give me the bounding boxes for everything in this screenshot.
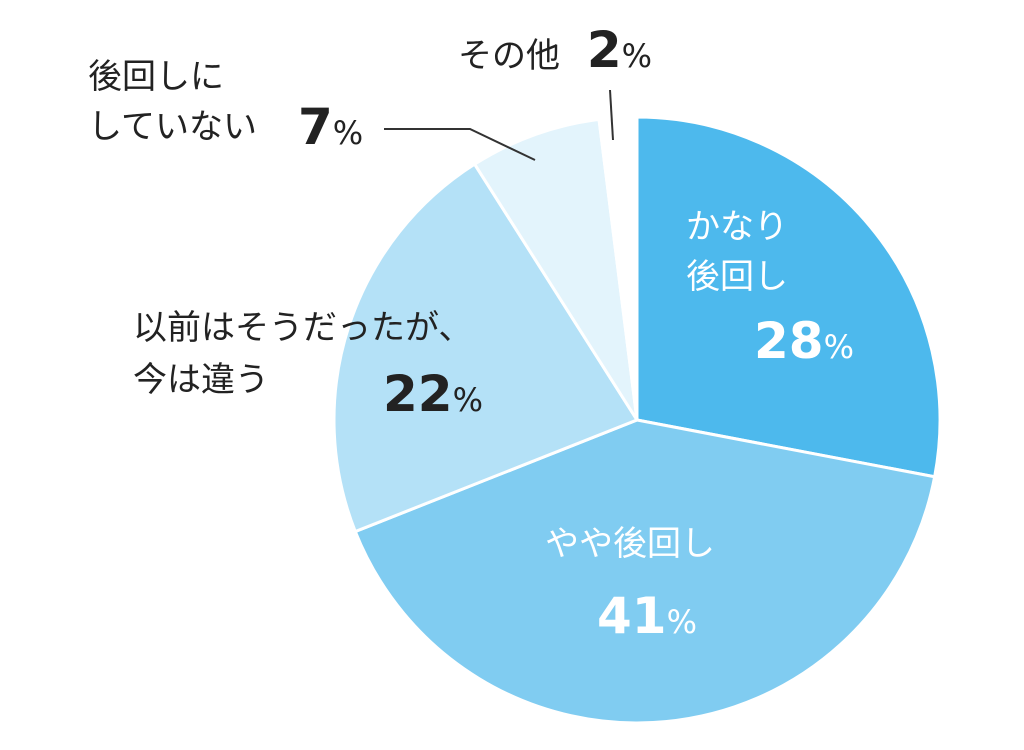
value-label: 41 [597, 587, 667, 645]
label-line: 後回し [686, 257, 788, 297]
leader-line-7 [384, 128, 536, 161]
slice-label-izen: 以前はそうだったが、 今は違う [133, 306, 472, 402]
slice-label-yaya: やや後回し 41% [545, 522, 715, 644]
unit-label: % [666, 603, 697, 641]
pie-slice-0 [635, 115, 942, 479]
label-line: その他 [458, 36, 560, 76]
value-label: 2 [586, 21, 622, 79]
leader-line-2 [609, 89, 614, 141]
unit-label: % [823, 328, 854, 366]
label-line: 今は違う [133, 360, 269, 400]
label-line: やや後回し [545, 524, 715, 564]
value-label-atomawashi-nai: 7% [298, 102, 364, 155]
unit-label: % [621, 37, 653, 75]
pie-slice-3 [472, 117, 639, 421]
value-label: 7 [298, 98, 333, 156]
slice-label-kanari: かなり 後回し 28% [686, 205, 854, 369]
unit-label: % [332, 114, 364, 152]
slice-label-atomawashi-nai: 後回しに していない [88, 55, 257, 149]
pie-slice-4 [597, 115, 639, 421]
label-line: 後回しに [88, 57, 224, 97]
pie-slice-1 [353, 418, 937, 725]
label-line: していない [88, 107, 257, 147]
unit-label: % [452, 381, 483, 419]
value-label-izen: 22% [383, 369, 483, 422]
pie-slice-2 [332, 162, 640, 534]
label-line: 以前はそうだったが、 [133, 308, 473, 348]
slice-label-sonota: その他 2% [458, 25, 653, 78]
value-label: 22 [383, 365, 453, 423]
value-label: 28 [754, 312, 824, 370]
label-line: かなり [686, 207, 788, 247]
